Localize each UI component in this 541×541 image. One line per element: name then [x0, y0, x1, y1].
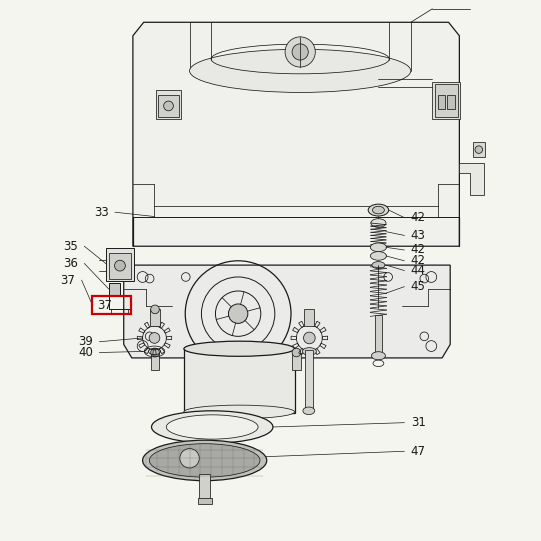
Bar — [159, 95, 179, 117]
Ellipse shape — [371, 219, 386, 227]
Circle shape — [304, 332, 315, 344]
Ellipse shape — [143, 440, 267, 481]
Circle shape — [292, 44, 308, 60]
Ellipse shape — [184, 341, 294, 357]
Ellipse shape — [303, 407, 315, 414]
Bar — [435, 84, 458, 117]
Text: 40: 40 — [78, 346, 93, 359]
Circle shape — [180, 448, 199, 468]
Ellipse shape — [372, 352, 385, 360]
Ellipse shape — [368, 204, 388, 216]
Bar — [375, 315, 382, 354]
Circle shape — [475, 146, 483, 154]
Polygon shape — [124, 265, 450, 358]
Text: 36: 36 — [63, 257, 78, 270]
Text: 37: 37 — [97, 299, 111, 312]
Circle shape — [151, 348, 160, 357]
Bar — [184, 348, 295, 413]
Ellipse shape — [302, 348, 316, 355]
Bar — [292, 353, 301, 371]
Ellipse shape — [371, 252, 386, 260]
Ellipse shape — [149, 444, 260, 477]
Ellipse shape — [372, 262, 385, 269]
Bar — [447, 95, 455, 109]
Circle shape — [115, 260, 126, 271]
Bar — [151, 353, 160, 371]
Circle shape — [151, 305, 160, 314]
Bar — [432, 82, 460, 120]
Bar — [305, 309, 314, 326]
Ellipse shape — [371, 243, 386, 252]
Text: 43: 43 — [411, 229, 426, 242]
Ellipse shape — [189, 49, 411, 93]
Circle shape — [228, 304, 248, 324]
Polygon shape — [133, 22, 459, 246]
Ellipse shape — [184, 405, 294, 419]
Polygon shape — [459, 163, 484, 195]
Text: 47: 47 — [411, 445, 426, 458]
Text: 42: 42 — [411, 243, 426, 256]
Bar — [473, 142, 485, 157]
Circle shape — [149, 333, 160, 344]
Bar — [199, 474, 210, 502]
Bar — [109, 253, 131, 279]
Text: 37: 37 — [60, 274, 75, 287]
Bar — [156, 90, 181, 120]
Text: 45: 45 — [411, 280, 426, 293]
Bar — [305, 351, 313, 411]
Circle shape — [164, 101, 173, 111]
Text: 35: 35 — [63, 240, 78, 253]
Circle shape — [292, 348, 301, 357]
Text: 31: 31 — [411, 416, 426, 429]
Ellipse shape — [166, 415, 258, 439]
Circle shape — [285, 37, 315, 67]
Ellipse shape — [151, 411, 273, 443]
Bar — [197, 498, 212, 504]
Bar — [93, 296, 131, 314]
Bar — [150, 309, 160, 326]
Bar — [106, 248, 134, 281]
Text: 39: 39 — [78, 335, 93, 348]
Text: 33: 33 — [94, 206, 109, 219]
Ellipse shape — [373, 206, 384, 214]
Text: 44: 44 — [411, 264, 426, 277]
Text: 42: 42 — [411, 211, 426, 224]
Text: 42: 42 — [411, 254, 426, 267]
Bar — [109, 283, 121, 295]
Bar — [438, 95, 445, 109]
